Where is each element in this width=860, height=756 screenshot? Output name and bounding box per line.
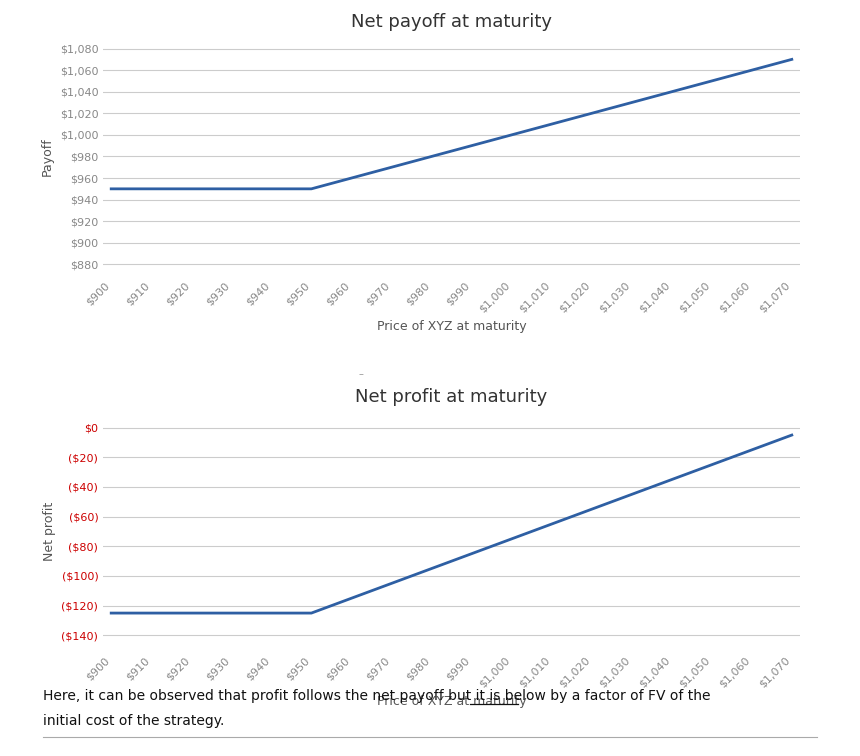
Text: initial cost of the strategy.: initial cost of the strategy. [43,714,224,729]
Title: Net profit at maturity: Net profit at maturity [355,388,548,406]
Y-axis label: Net profit: Net profit [43,502,56,561]
Text: –: – [359,369,364,380]
Title: Net payoff at maturity: Net payoff at maturity [351,13,552,31]
Y-axis label: Payoff: Payoff [41,137,54,176]
Text: Here, it can be observed that profit follows the net payoff but it is below by a: Here, it can be observed that profit fol… [43,689,710,704]
X-axis label: Price of XYZ at maturity: Price of XYZ at maturity [377,695,526,708]
X-axis label: Price of XYZ at maturity: Price of XYZ at maturity [377,320,526,333]
